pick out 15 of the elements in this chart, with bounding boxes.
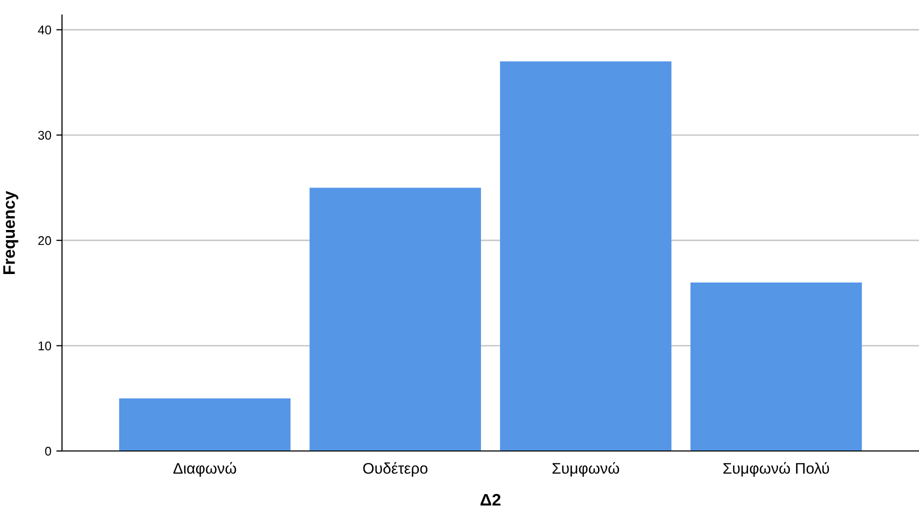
bar: [690, 282, 862, 451]
y-tick-label: 40: [38, 26, 52, 34]
bar: [310, 188, 481, 451]
y-tick-label: 0: [45, 446, 52, 456]
x-tick-label: Συμφωνώ: [552, 462, 620, 477]
bar: [500, 61, 672, 451]
x-axis-title: Δ2: [480, 494, 500, 506]
y-axis-title: Frequency: [3, 190, 18, 274]
x-tick-label: Διαφωνώ: [173, 462, 236, 477]
y-tick-label: 10: [38, 341, 52, 350]
y-tick-label: 20: [38, 236, 52, 246]
bar: [119, 398, 291, 451]
x-tick-label: Συμφωνώ Πολύ: [723, 462, 829, 477]
y-tick-label: 30: [38, 130, 52, 140]
x-tick-label: Ουδέτερο: [363, 462, 428, 477]
